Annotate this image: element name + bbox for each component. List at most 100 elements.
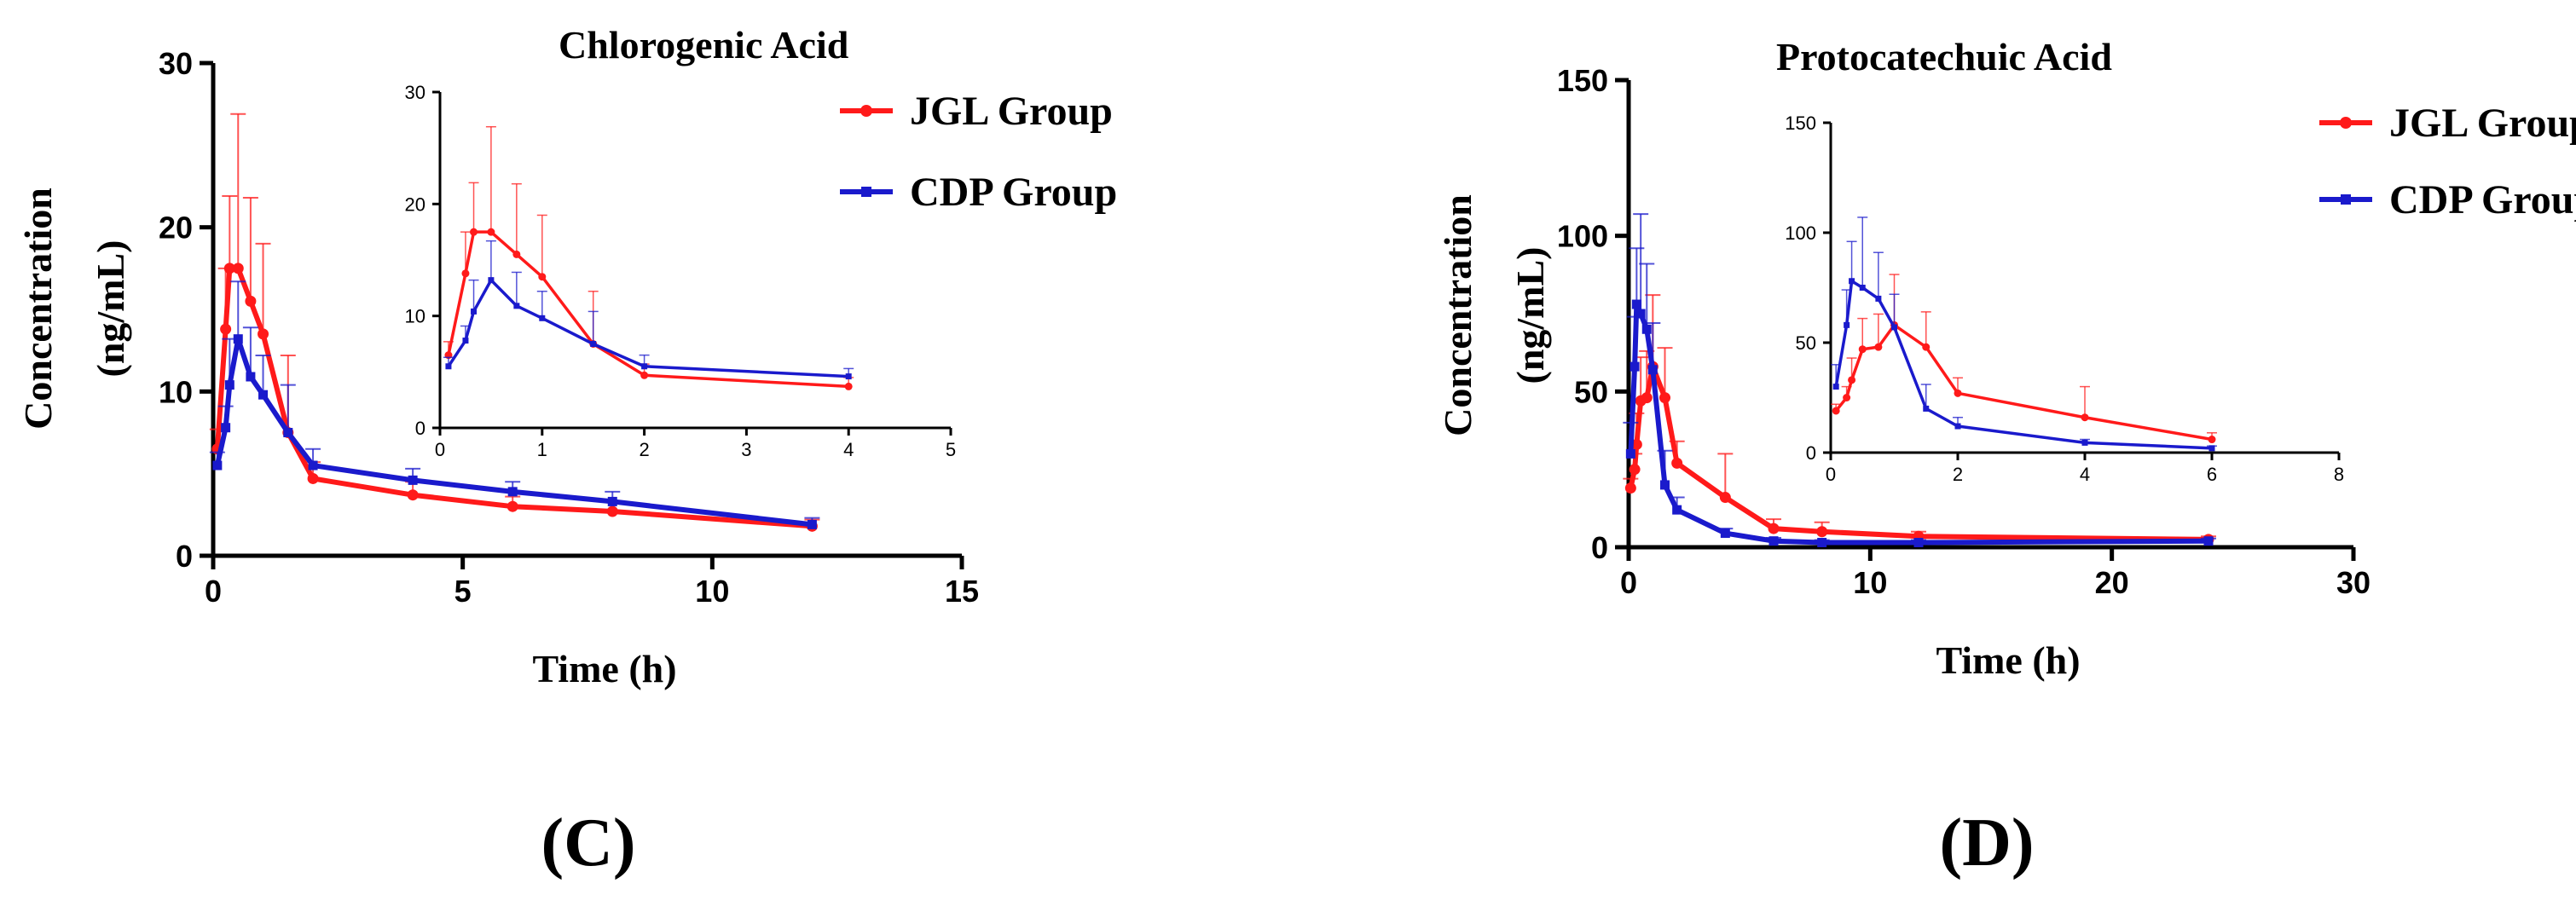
panel-c-main-series-cdp-group-point xyxy=(308,460,318,471)
panel-d-main-series-jgl-group-point xyxy=(1816,526,1828,538)
panel-d-inset-series-jgl-group-point xyxy=(1848,376,1856,384)
panel-d-main-y-tick-label: 100 xyxy=(1557,219,1608,254)
panel-c-main-series-jgl-group-point xyxy=(245,295,257,307)
panel-c-inset-title: Chlorogenic Acid xyxy=(559,23,849,66)
panel-c-y-axis-label-line1: Concentration xyxy=(16,188,60,430)
panel-c-main-x-tick-label: 15 xyxy=(945,574,979,609)
panel-c-inset-x-tick: 5 xyxy=(946,428,956,460)
panel-c-inset-series-cdp-group-point xyxy=(590,341,597,347)
panel-d-inset-y-tick-label: 150 xyxy=(1785,113,1816,134)
panel-c-inset-series-jgl-group-point xyxy=(640,371,649,379)
panel-d-protocatechuic-acid: 0 10 20 30 0 50 100 150 0 2 4 6 8 0 50 100 150 Protocatec… xyxy=(1436,35,2576,880)
panel-d-legend-label: JGL Group xyxy=(2389,101,2576,146)
panel-d-main-series-jgl-group-point xyxy=(1659,392,1670,404)
panel-c-inset-x-tick-label: 5 xyxy=(946,439,956,460)
panel-d-main-series-cdp-group-point xyxy=(1630,361,1640,372)
panel-c-main-y-tick: 30 xyxy=(159,46,213,81)
panel-c-y-axis-label-line2: (ng/mL) xyxy=(89,240,132,378)
panel-d-inset-x-tick: 0 xyxy=(1826,453,1836,485)
panel-c-inset-y-tick-label: 10 xyxy=(405,306,425,327)
panel-d-main-series-cdp-group-point xyxy=(2203,536,2214,546)
panel-d-inset-series-cdp-group-point xyxy=(1859,285,1866,291)
panel-d-inset-y-tick: 100 xyxy=(1785,222,1831,244)
panel-c-inset-x-tick-label: 2 xyxy=(639,439,649,460)
panel-c-inset-y-tick: 20 xyxy=(405,193,440,215)
panel-c-y-axis-label: Concentration (ng/mL) xyxy=(16,188,132,430)
panel-d-main-series-cdp-group-point xyxy=(1641,324,1652,334)
panel-c-main-y-tick: 0 xyxy=(176,539,213,574)
panel-d-y-axis-label-line2: (ng/mL) xyxy=(1508,247,1552,384)
panel-c-inset-series-cdp-group-point xyxy=(462,338,469,344)
panel-c-inset-y-tick: 0 xyxy=(415,418,440,439)
panel-c-main-series-jgl-group xyxy=(209,113,820,532)
panel-c-main-series-jgl-group-point xyxy=(307,472,319,484)
panel-c-main-series-cdp-group-point xyxy=(212,460,223,471)
panel-d-main-x-tick: 20 xyxy=(2095,547,2129,600)
panel-d-y-axis-label: Concentration (ng/mL) xyxy=(1436,194,1552,436)
panel-d-main-series-jgl-group xyxy=(1623,294,2216,546)
panel-c-inset-series-cdp-group-line xyxy=(447,278,849,378)
panel-c-legend-item-jgl-group: JGL Group xyxy=(840,89,1113,134)
panel-d-main-y-tick: 100 xyxy=(1557,219,1629,254)
panel-d-inset-title: Protocatechuic Acid xyxy=(1776,35,2112,78)
panel-d-inset-y-tick-label: 50 xyxy=(1796,332,1816,354)
panel-d-main-y-tick: 0 xyxy=(1591,530,1629,565)
panel-c-inset-y-tick: 30 xyxy=(405,82,440,103)
panel-d-legend-swatch-marker xyxy=(2341,194,2351,205)
panel-c-inset-series-cdp-group-point xyxy=(445,363,452,370)
panel-c-main-series-cdp-group-point xyxy=(507,487,518,497)
panel-c-main-series-jgl-group-point xyxy=(407,489,419,501)
panel-c-inset-series-jgl-group-point xyxy=(470,228,478,236)
panel-d-inset-y-tick: 50 xyxy=(1796,332,1831,354)
panel-c-inset-x-tick: 2 xyxy=(639,428,650,460)
panel-d-inset-series-jgl-group-point xyxy=(2208,436,2216,444)
panel-c-inset-y-tick-label: 20 xyxy=(405,193,425,215)
panel-d-main-series-jgl-group-point xyxy=(1630,438,1642,450)
panel-d-main-x-tick: 10 xyxy=(1853,547,1887,600)
panel-d-main-y-tick-label: 150 xyxy=(1557,63,1608,98)
panel-d-inset-series-jgl-group-point xyxy=(1874,343,1883,351)
panel-d-main-series-cdp-group-point xyxy=(1625,448,1635,459)
panel-d-inset-series-jgl-group-point xyxy=(2081,413,2089,422)
panel-d-main-series-cdp-group-point xyxy=(1631,299,1641,309)
panel-c-inset-series-jgl-group-point xyxy=(512,250,521,258)
panel-d-inset-x-tick-label: 4 xyxy=(2080,464,2090,485)
panel-d-inset-x-tick: 8 xyxy=(2334,453,2344,485)
panel-c-main-series-jgl-group-point xyxy=(606,505,618,517)
panel-d-main-x-tick-label: 30 xyxy=(2336,565,2370,600)
panel-c-inset-series-cdp-group-point xyxy=(513,303,520,309)
panel-c-main-y-tick-label: 0 xyxy=(176,539,193,574)
panel-c-inset-series-cdp-group-point xyxy=(641,363,648,370)
panel-c-main-x-tick-label: 10 xyxy=(695,574,729,609)
panel-d-main-series-cdp-group-point xyxy=(1647,365,1658,375)
panel-c-main-series-jgl-group-point xyxy=(223,263,235,274)
panel-c-inset-series-jgl-group-point xyxy=(538,273,547,281)
panel-d-inset-series-cdp-group-point xyxy=(1954,423,1961,430)
panel-c-inset-series-jgl-group-point xyxy=(461,269,470,278)
panel-d-inset-series-cdp-group xyxy=(1831,217,2217,452)
panel-c-main-series-cdp-group-line xyxy=(214,336,813,528)
panel-c-inset-series-cdp-group-point xyxy=(845,373,852,380)
panel-d-inset-x-tick: 6 xyxy=(2207,453,2217,485)
panel-d-main-series-jgl-group-point xyxy=(1641,392,1653,404)
panel-c-inset-x-tick-label: 1 xyxy=(537,439,547,460)
panel-c-inset-x-tick: 4 xyxy=(843,428,854,460)
panel-d-inset-x-tick: 4 xyxy=(2080,453,2090,485)
panel-c-main-series-cdp-group-point xyxy=(283,428,293,437)
panel-c-main-series-cdp-group-point xyxy=(607,496,617,506)
panel-d-main-x-tick-label: 20 xyxy=(2095,565,2129,600)
panel-c-main-series-cdp-group-point xyxy=(221,423,231,433)
panel-c-x-axis-label: Time (h) xyxy=(532,647,676,690)
panel-d-inset-series-cdp-group-point xyxy=(1923,405,1930,412)
panel-d-inset-series-jgl-group-point xyxy=(1954,389,1962,397)
panel-d-panel-label: (D) xyxy=(1939,805,2034,880)
panel-d-inset-series-jgl-group-point xyxy=(1858,345,1867,354)
panel-c-main-series-jgl-group-point xyxy=(232,263,244,274)
panel-c-main-y-tick-label: 30 xyxy=(159,46,193,81)
panel-c-main-y-tick-label: 10 xyxy=(159,374,193,409)
panel-c-legend-item-cdp-group: CDP Group xyxy=(840,170,1117,215)
panel-c-panel-label: (C) xyxy=(541,805,635,880)
panel-d-legend-label: CDP Group xyxy=(2389,177,2576,222)
panel-c-legend-label: JGL Group xyxy=(910,89,1113,134)
panel-d-inset-series-cdp-group-point xyxy=(1875,295,1882,302)
